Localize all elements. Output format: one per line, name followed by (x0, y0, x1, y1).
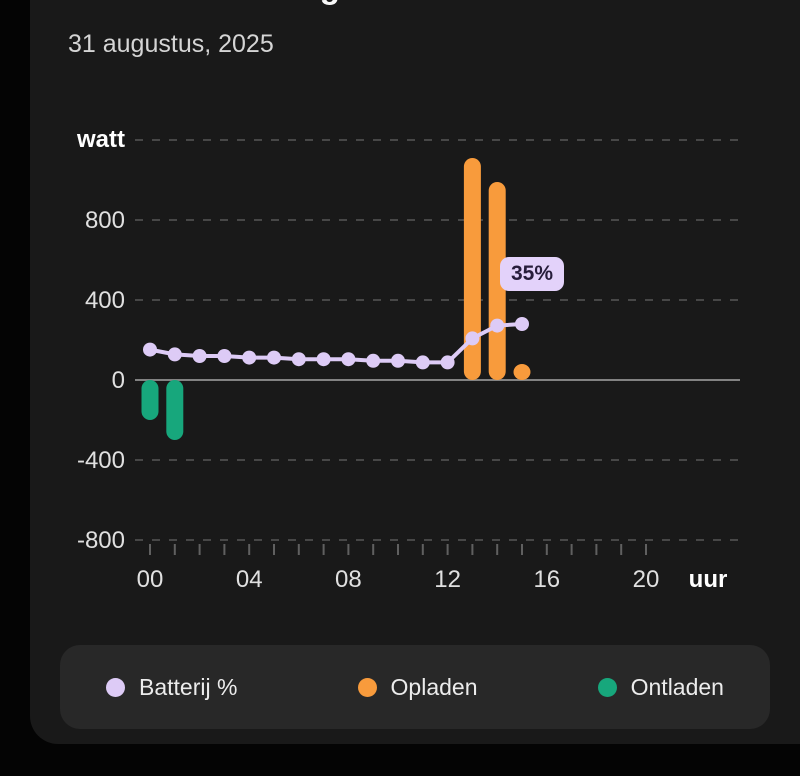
x-tick-label: 08 (335, 566, 362, 593)
page-title: Gebruik vandaag (68, 0, 340, 3)
legend-item-label: Opladen (390, 673, 478, 700)
legend-item-opladen[interactable]: Opladen (357, 673, 478, 701)
batterij-legend-dot-icon (106, 677, 125, 697)
batterij-point[interactable] (291, 352, 306, 367)
batterij-point[interactable] (167, 347, 182, 362)
y-tick-label: -800 (77, 527, 125, 554)
x-tick-label: 00 (137, 566, 164, 593)
y-tick-label: 800 (85, 207, 125, 234)
legend-item-ontladen[interactable]: Ontladen (597, 673, 724, 701)
batterij-point[interactable] (366, 353, 381, 368)
legend-item-label: Batterij % (139, 673, 238, 700)
batterij-line (148, 322, 524, 365)
batterij-point[interactable] (490, 318, 505, 333)
y-axis-unit-label: watt (76, 126, 125, 153)
opladen-legend-dot-icon (357, 677, 377, 697)
y-tick-label: 0 (112, 367, 125, 394)
x-tick-label: 16 (533, 566, 560, 593)
batterij-point[interactable] (515, 317, 529, 331)
ontladen-bar[interactable] (141, 380, 159, 420)
usage-card: Gebruik vandaag 31 augustus, 2025 800 400… (30, 0, 800, 744)
chart-canvas: 800 400 0 -400 -800 watt 00 04 08 12 16 20 uur (76, 126, 740, 593)
ontladen-bar[interactable] (166, 380, 184, 440)
battery-tooltip-value: 35% (511, 262, 554, 285)
chart-legend: Batterij % Opladen Ontladen (60, 645, 770, 729)
legend-item-label: Ontladen (630, 673, 724, 700)
date-label: 31 augustus, 2025 (68, 30, 274, 58)
opladen-bar[interactable] (463, 158, 481, 380)
usage-chart[interactable]: 800 400 0 -400 -800 watt 00 04 08 12 16 20 uur 35% (40, 100, 780, 600)
ontladen-legend-dot-icon (597, 677, 617, 697)
y-tick-label: 400 (85, 287, 125, 314)
batterij-point[interactable] (316, 352, 331, 367)
opladen-bar[interactable] (513, 364, 531, 380)
batterij-point[interactable] (267, 350, 281, 365)
y-tick-label: -400 (77, 447, 125, 474)
batterij-point[interactable] (415, 355, 430, 370)
batterij-point[interactable] (242, 350, 257, 365)
battery-tooltip: 35% (500, 257, 565, 291)
x-tick-label: 04 (236, 566, 263, 593)
batterij-point[interactable] (341, 352, 356, 367)
x-tick-label: 12 (434, 566, 461, 593)
batterij-point[interactable] (465, 331, 480, 346)
legend-item-batterij[interactable]: Batterij % (106, 674, 237, 701)
x-tick-label: 20 (633, 566, 660, 593)
batterij-point[interactable] (192, 349, 207, 363)
batterij-point[interactable] (391, 353, 405, 368)
batterij-point[interactable] (440, 355, 455, 370)
x-axis-unit-label: uur (689, 566, 728, 593)
batterij-point[interactable] (217, 349, 232, 363)
batterij-point[interactable] (143, 342, 157, 357)
